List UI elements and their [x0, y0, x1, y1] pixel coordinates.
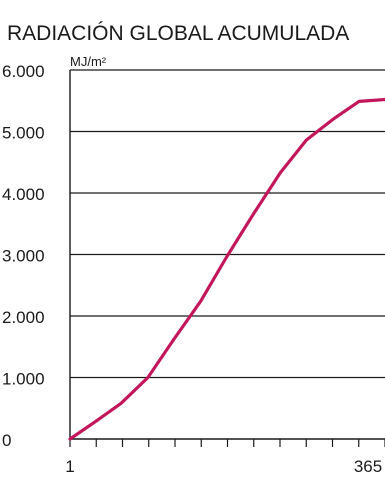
x-tick-label: 365: [354, 457, 382, 476]
series-line: [68, 97, 385, 441]
y-tick-label: 5.000: [2, 124, 45, 143]
x-tick-label: 1: [65, 457, 74, 476]
chart-title: RADIACIÓN GLOBAL ACUMULADA: [7, 22, 349, 45]
y-tick-label: 2.000: [2, 308, 45, 327]
series-layer: [68, 97, 385, 441]
tick-labels: 0 1.000 2.000 3.000 4.000 5.000 6.000 1 365: [2, 62, 382, 476]
y-axis-unit-label: MJ/m²: [70, 54, 107, 69]
y-tick-label: 4.000: [2, 185, 45, 204]
axes: [69, 70, 385, 447]
y-tick-label: 3.000: [2, 247, 45, 266]
y-tick-label: 6.000: [2, 62, 45, 81]
y-tick-label: 0: [2, 431, 11, 450]
y-tick-label: 1.000: [2, 370, 45, 389]
